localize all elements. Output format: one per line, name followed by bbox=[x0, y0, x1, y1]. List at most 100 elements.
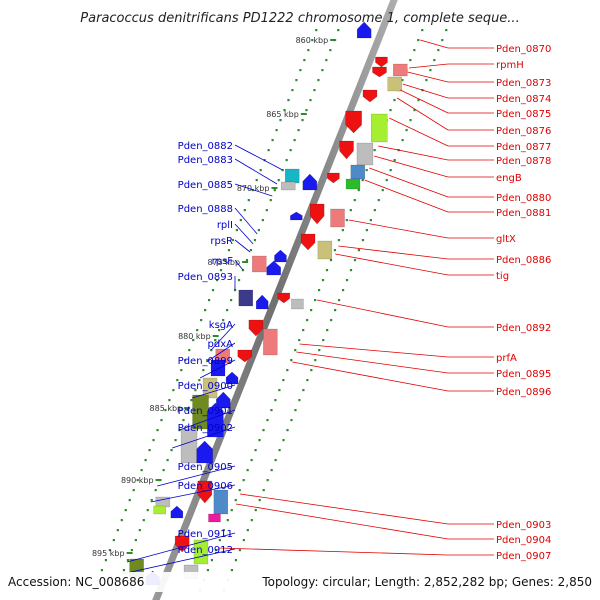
tick-dot bbox=[192, 339, 195, 342]
kbp-tick-label: 875 kbp bbox=[207, 258, 240, 267]
gene-label-rpsf: rpsF bbox=[212, 256, 234, 267]
gene-arrow bbox=[339, 140, 354, 160]
tick-dot bbox=[365, 229, 368, 232]
tick-dot bbox=[237, 279, 241, 282]
gene-block bbox=[291, 298, 304, 310]
gene-arrow bbox=[372, 66, 387, 78]
tick-dot bbox=[301, 119, 304, 122]
gene-block bbox=[393, 63, 408, 77]
tick-dot bbox=[361, 179, 364, 182]
tick-dot bbox=[196, 329, 199, 332]
leader-line bbox=[316, 299, 449, 328]
leader-line bbox=[369, 167, 449, 198]
tick-dot bbox=[226, 519, 229, 522]
tick-dot bbox=[281, 169, 284, 172]
gene-arrow bbox=[207, 402, 224, 438]
tick-dot bbox=[188, 349, 191, 352]
tick-dot bbox=[168, 399, 171, 402]
leader-line bbox=[234, 158, 278, 185]
tick-dot bbox=[441, 39, 444, 42]
tick-dot bbox=[393, 99, 396, 102]
tick-dot bbox=[338, 299, 341, 302]
tick-dot bbox=[241, 269, 245, 272]
tick-dot bbox=[421, 29, 424, 32]
tick-dot bbox=[330, 319, 333, 322]
tick-dot bbox=[385, 179, 388, 182]
tick-dot bbox=[294, 409, 297, 412]
tick-dot bbox=[353, 259, 357, 262]
tick-dot bbox=[239, 219, 242, 222]
tick-dot bbox=[215, 279, 219, 282]
gene-arrow bbox=[237, 349, 253, 363]
gene-block bbox=[153, 505, 166, 515]
tick-dot bbox=[150, 499, 153, 502]
tick-dot bbox=[417, 99, 420, 102]
gene-block bbox=[330, 208, 345, 228]
leader-line bbox=[150, 484, 236, 503]
tick-dot bbox=[116, 529, 119, 532]
tick-dot bbox=[261, 219, 264, 222]
tick-dot bbox=[156, 429, 159, 432]
tick-dot bbox=[190, 399, 193, 402]
tick-dot bbox=[311, 39, 314, 42]
tick-dot bbox=[274, 459, 277, 462]
tick-dot bbox=[275, 129, 278, 132]
tick-dot bbox=[250, 519, 253, 522]
tick-dot bbox=[287, 99, 290, 102]
tick-dot bbox=[309, 99, 312, 102]
leader-line bbox=[206, 342, 236, 363]
tick-dot bbox=[172, 389, 175, 392]
genome-info-text: Topology: circular; Length: 2,852,282 bp… bbox=[261, 575, 592, 589]
tick-dot bbox=[341, 229, 344, 232]
tick-dot bbox=[166, 459, 169, 462]
tick-dot bbox=[243, 209, 246, 212]
tick-dot bbox=[258, 439, 261, 442]
tick-dot bbox=[353, 199, 356, 202]
leader-line bbox=[191, 384, 236, 399]
gene-arrow bbox=[375, 56, 388, 68]
tick-dot bbox=[218, 329, 221, 332]
gene-arrow bbox=[345, 110, 362, 134]
tick-dot bbox=[211, 289, 215, 292]
tick-dot bbox=[405, 129, 408, 132]
tick-dot bbox=[202, 369, 205, 372]
tick-dot bbox=[235, 229, 238, 232]
tick-dot bbox=[128, 499, 131, 502]
leader-line bbox=[374, 155, 449, 178]
tick-dot bbox=[146, 509, 149, 512]
tick-dot bbox=[445, 29, 448, 32]
tick-dot bbox=[223, 259, 227, 262]
tick-dot bbox=[206, 569, 210, 572]
tick-dot bbox=[162, 469, 165, 472]
tick-dot bbox=[393, 159, 396, 162]
leader-line bbox=[172, 426, 236, 449]
tick-dot bbox=[313, 89, 316, 92]
tick-dot bbox=[365, 169, 368, 172]
leader-line bbox=[210, 323, 236, 351]
tick-dot bbox=[274, 399, 277, 402]
tick-dot bbox=[286, 369, 289, 372]
tick-dot bbox=[306, 379, 309, 382]
tick-dot bbox=[425, 79, 428, 82]
tick-dot bbox=[273, 189, 276, 192]
leader-line bbox=[218, 547, 449, 556]
tick-dot bbox=[293, 139, 296, 142]
tick-dot bbox=[357, 189, 360, 192]
leader-line bbox=[292, 361, 449, 392]
tick-dot bbox=[222, 319, 225, 322]
tick-dot bbox=[245, 259, 249, 262]
tick-dot bbox=[315, 29, 318, 32]
tick-dot bbox=[302, 389, 305, 392]
tick-dot bbox=[349, 269, 353, 272]
tick-dot bbox=[297, 129, 300, 132]
tick-dot bbox=[253, 239, 257, 242]
tick-dot bbox=[318, 349, 321, 352]
tick-dot bbox=[108, 549, 111, 552]
tick-dot bbox=[357, 249, 361, 252]
leader-line bbox=[239, 493, 449, 525]
leader-line bbox=[378, 145, 449, 161]
tick-dot bbox=[186, 409, 189, 412]
gene-label-pden_0899: Pden_0899 bbox=[178, 356, 233, 367]
gene-block bbox=[263, 328, 278, 356]
tick-dot bbox=[409, 59, 412, 62]
